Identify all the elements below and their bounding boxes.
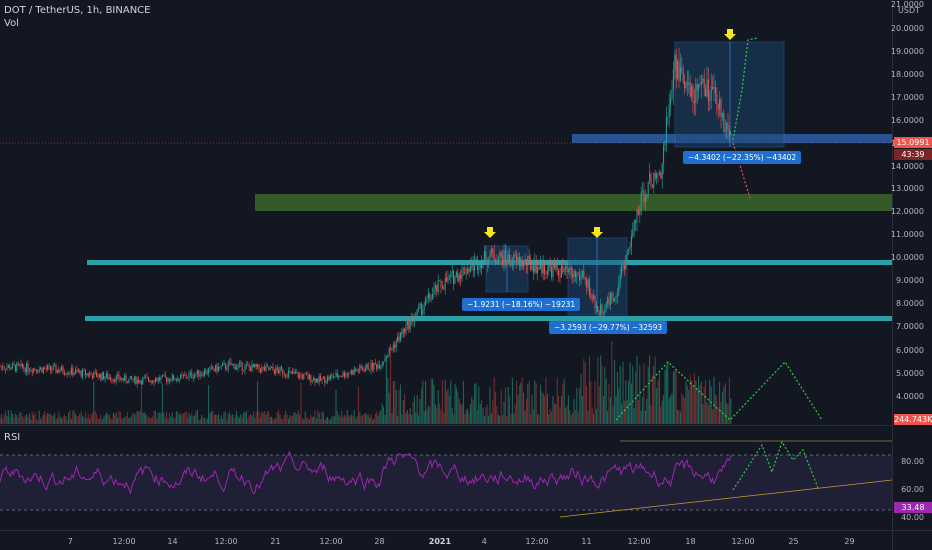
time-tick-label: 29 bbox=[844, 537, 855, 546]
measurement-label-3: −4.3402 (−22.35%) −43402 bbox=[683, 151, 802, 164]
cyan-support-zone-lower bbox=[85, 316, 892, 321]
rsi-projection-path bbox=[732, 440, 819, 491]
measurement-label-2: −3.2593 (−29.77%) −32593 bbox=[549, 321, 668, 334]
blue-resistance-zone bbox=[572, 134, 892, 143]
rsi-line bbox=[0, 450, 733, 495]
price-tick-label: 5.0000 bbox=[896, 369, 924, 378]
time-tick-label: 12:00 bbox=[112, 537, 136, 546]
measurement-label-1: −1.9231 (−18.16%) −19231 bbox=[462, 298, 581, 311]
price-tick-label: 4.0000 bbox=[896, 392, 924, 401]
price-tick-label: 21.0000 bbox=[890, 0, 924, 9]
time-tick-label: 12:00 bbox=[525, 537, 549, 546]
projection-volume-path bbox=[615, 361, 823, 421]
countdown-tag: 43:39 bbox=[894, 149, 932, 160]
volume-value-tag: 244.743K bbox=[894, 414, 932, 425]
price-tick-label: 8.0000 bbox=[896, 299, 924, 308]
price-tick-label: 12.0000 bbox=[890, 207, 924, 216]
price-chart-panel[interactable] bbox=[0, 0, 892, 425]
price-tick-label: 17.0000 bbox=[890, 93, 924, 102]
time-tick-label: 12:00 bbox=[731, 537, 755, 546]
price-tick-label: 9.0000 bbox=[896, 276, 924, 285]
price-tick-label: 6.0000 bbox=[896, 346, 924, 355]
rsi-trendline bbox=[559, 479, 893, 518]
rsi-band bbox=[0, 455, 892, 510]
time-tick-label: 28 bbox=[374, 537, 385, 546]
rsi-title: RSI bbox=[4, 432, 21, 443]
price-tick-label: 20.0000 bbox=[890, 24, 924, 33]
price-tick-label: 11.0000 bbox=[890, 230, 924, 239]
rsi-tick-label: 80.00 bbox=[901, 457, 924, 466]
volume-label: Vol bbox=[4, 18, 19, 29]
arrow-down-icon bbox=[484, 227, 496, 238]
currency-label: USDT bbox=[898, 6, 920, 15]
rsi-value-tag: 33.48 bbox=[894, 502, 932, 513]
cyan-support-zone-upper bbox=[87, 260, 892, 265]
time-tick-label: 11 bbox=[581, 537, 592, 546]
time-tick-label: 2021 bbox=[428, 537, 452, 546]
rsi-tick-label: 40.00 bbox=[901, 513, 924, 522]
time-tick-label: 12:00 bbox=[214, 537, 238, 546]
time-tick-label: 7 bbox=[67, 537, 73, 546]
time-tick-label: 25 bbox=[788, 537, 799, 546]
green-resistance-zone bbox=[255, 194, 892, 211]
current-price-tag: 15.0991 bbox=[894, 137, 932, 148]
price-tick-label: 16.0000 bbox=[890, 116, 924, 125]
price-tick-label: 14.0000 bbox=[890, 162, 924, 171]
price-tick-label: 18.0000 bbox=[890, 70, 924, 79]
price-tick-label: 10.0000 bbox=[890, 253, 924, 262]
volume-bars bbox=[0, 340, 732, 424]
time-tick-label: 12:00 bbox=[627, 537, 651, 546]
rsi-panel[interactable] bbox=[0, 426, 892, 530]
arrow-down-icon bbox=[724, 29, 736, 40]
projection-up-path bbox=[732, 37, 758, 141]
rsi-tick-label: 60.00 bbox=[901, 485, 924, 494]
time-tick-label: 4 bbox=[481, 537, 487, 546]
price-tick-label: 7.0000 bbox=[896, 322, 924, 331]
time-tick-label: 14 bbox=[167, 537, 178, 546]
time-tick-label: 21 bbox=[270, 537, 281, 546]
price-tick-label: 19.0000 bbox=[890, 47, 924, 56]
symbol-title[interactable]: DOT / TetherUS, 1h, BINANCE bbox=[4, 5, 151, 16]
time-tick-label: 12:00 bbox=[319, 537, 343, 546]
price-tick-label: 13.0000 bbox=[890, 184, 924, 193]
arrow-down-icon bbox=[591, 227, 603, 238]
time-tick-label: 18 bbox=[685, 537, 696, 546]
projection-down-path bbox=[732, 142, 751, 199]
price-candles bbox=[0, 47, 732, 388]
